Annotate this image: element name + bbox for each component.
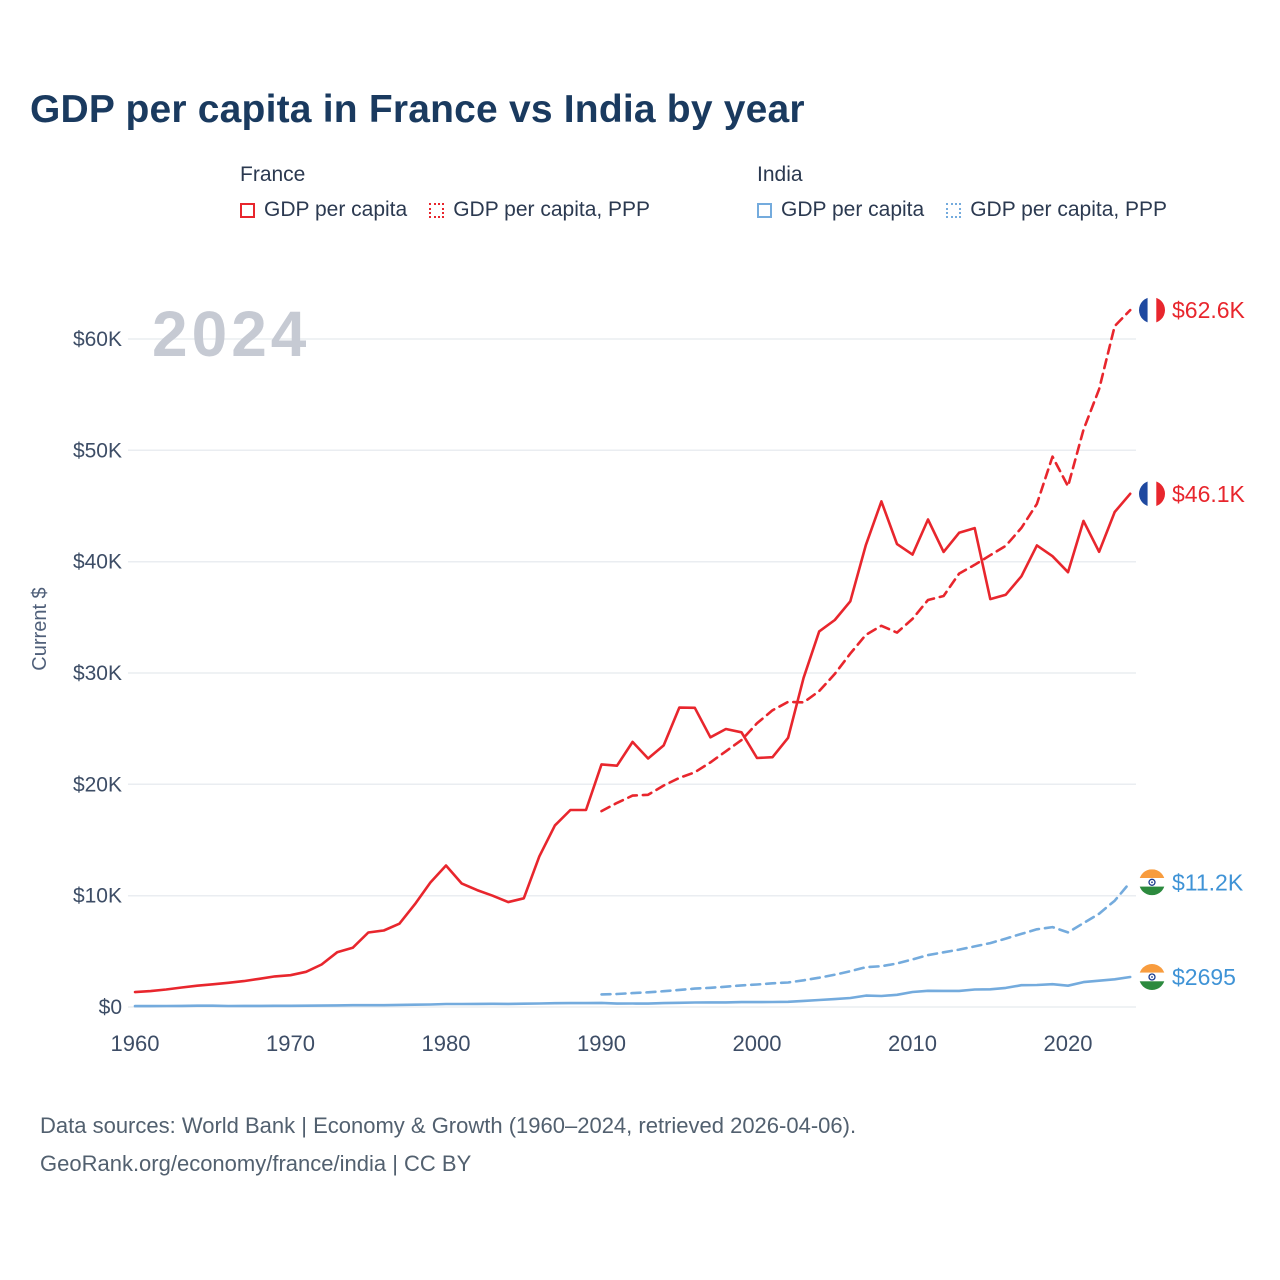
legend-item-france-gdp-ppp[interactable]: GDP per capita, PPP: [429, 198, 650, 222]
series-line-france-gdp: [133, 492, 1132, 994]
legend-group-india: India GDP per capita GDP per capita, PPP: [757, 163, 1167, 222]
footer-attribution-line: GeoRank.org/economy/france/india | CC BY: [40, 1151, 472, 1176]
legend-item-india-gdp-ppp[interactable]: GDP per capita, PPP: [946, 198, 1167, 222]
x-tick-label: 1960: [111, 1031, 160, 1056]
legend-item-india-gdp[interactable]: GDP per capita: [757, 198, 924, 222]
x-tick-label: 1970: [266, 1031, 315, 1056]
legend-group-label: France: [240, 163, 306, 186]
page-title: GDP per capita in France vs India by yea…: [30, 88, 805, 131]
y-tick-label: $40K: [73, 551, 122, 574]
legend-swatch-dotted-red-icon: [429, 202, 445, 218]
legend-item-france-gdp[interactable]: GDP per capita: [240, 198, 407, 222]
legend-item-label: GDP per capita, PPP: [970, 198, 1168, 221]
legend-group-label: India: [757, 163, 803, 186]
y-tick-label: $10K: [73, 885, 122, 908]
legend-swatch-dotted-blue-icon: [946, 202, 962, 218]
france-flag-icon: [1139, 297, 1165, 324]
india-flag-icon: [1139, 869, 1165, 896]
y-tick-label: $0: [99, 996, 122, 1019]
end-value-label: $62.6K: [1172, 297, 1246, 323]
legend-swatch-solid-blue-icon: [757, 202, 772, 218]
footer-sources-line: Data sources: World Bank | Economy & Gro…: [40, 1113, 857, 1138]
y-tick-label: $30K: [73, 662, 122, 685]
legend-swatch-solid-red-icon: [240, 202, 255, 218]
legend-item-label: GDP per capita: [264, 198, 408, 221]
series-line-france-gdp-ppp: [600, 308, 1132, 813]
x-tick-label: 2000: [733, 1031, 782, 1056]
x-tick-label: 1980: [422, 1031, 471, 1056]
y-axis-title: Current $: [29, 587, 51, 670]
y-tick-label: $60K: [73, 328, 122, 351]
y-tick-label: $50K: [73, 439, 122, 462]
end-value-label: $11.2K: [1172, 869, 1244, 895]
year-watermark: 2024: [152, 298, 310, 370]
legend-item-label: GDP per capita, PPP: [453, 198, 651, 221]
india-flag-icon: [1139, 964, 1165, 990]
footer: Data sources: World Bank | Economy & Gro…: [40, 1107, 856, 1183]
legend-item-label: GDP per capita: [781, 198, 925, 221]
series-line-india-gdp: [133, 975, 1132, 1008]
end-value-label: $46.1K: [1172, 481, 1246, 507]
x-tick-label: 2020: [1044, 1031, 1093, 1056]
france-flag-icon: [1139, 480, 1165, 507]
series-line-india-gdp-ppp: [600, 880, 1132, 996]
legend-group-france: France GDP per capita GDP per capita, PP…: [240, 163, 650, 222]
x-tick-label: 2010: [888, 1031, 937, 1056]
end-value-label: $2695: [1172, 964, 1236, 990]
x-tick-label: 1990: [577, 1031, 626, 1056]
y-tick-label: $20K: [73, 773, 122, 796]
